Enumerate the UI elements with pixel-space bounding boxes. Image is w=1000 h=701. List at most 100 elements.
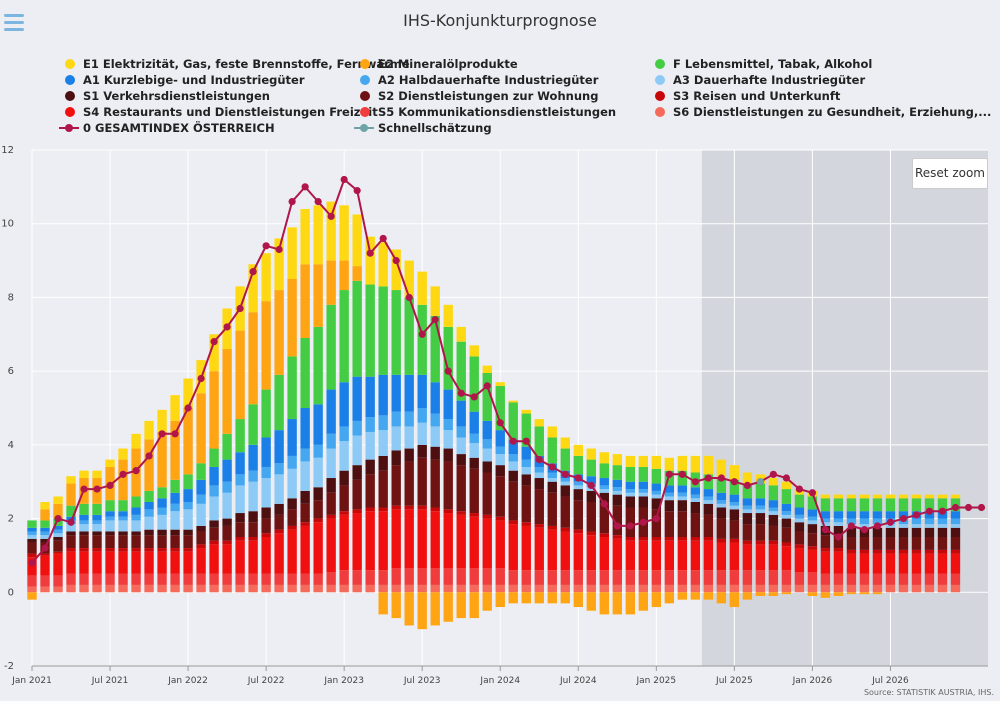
bar-segment-s6 (833, 584, 844, 593)
bar-segment-s3 (92, 548, 102, 552)
bar-segment-a1 (157, 498, 167, 508)
bar-segment-s6 (716, 584, 727, 593)
bar-segment-s2 (378, 470, 388, 508)
bar-segment-s3 (469, 513, 479, 517)
bar-segment-a2 (157, 507, 167, 515)
bar-segment-f (651, 468, 662, 484)
bar-segment-s6 (638, 584, 649, 593)
bar-segment-s3 (339, 511, 349, 515)
bar-segment-s3 (274, 529, 284, 534)
bar-segment-s6 (885, 584, 896, 593)
bar-segment-a3 (924, 524, 935, 528)
bar-segment-a2 (417, 408, 427, 423)
bar-segment-a2 (443, 419, 453, 431)
bar-segment-a1 (404, 374, 414, 412)
legend-label: S4 Restaurants und Dienstleistungen Frei… (83, 105, 378, 119)
reset-zoom-button[interactable]: Reset zoom (912, 158, 988, 189)
bar-segment-e1 (469, 345, 479, 357)
bar-segment-s3 (664, 537, 675, 541)
bar-segment-a3 (638, 492, 649, 497)
bar-segment-s3 (417, 505, 427, 510)
bar-segment-s2 (430, 459, 440, 508)
bar-segment-s2 (326, 492, 336, 515)
bar-segment-a3 (157, 514, 167, 530)
bar-segment-a2 (521, 459, 531, 467)
bar-segment-e2 (820, 592, 831, 598)
bar-segment-f (677, 470, 688, 486)
x-tick-label: Jan 2025 (636, 676, 677, 686)
bar-segment-s2 (742, 524, 753, 541)
bar-segment-s1 (40, 538, 50, 543)
bar-segment-s5 (495, 568, 505, 585)
bar-segment-s5 (365, 570, 375, 585)
bar-segment-s5 (911, 573, 922, 585)
bar-segment-a1 (625, 481, 635, 490)
bar-segment-e2 (573, 592, 583, 608)
bar-segment-s6 (794, 584, 805, 593)
total-index-point (496, 419, 504, 427)
bar-segment-f (820, 498, 831, 512)
bar-segment-s1 (690, 501, 701, 514)
bar-segment-s2 (625, 507, 635, 537)
bar-segment-e2 (443, 592, 453, 622)
bar-segment-s4 (755, 544, 766, 571)
bar-segment-a1 (248, 444, 258, 471)
bar-segment-s5 (378, 570, 388, 585)
bar-segment-a1 (53, 525, 63, 530)
total-index-point (93, 485, 101, 493)
bar-segment-e2 (118, 459, 128, 501)
y-tick-label: 2 (8, 514, 14, 525)
bar-segment-s3 (157, 548, 167, 552)
bar-segment-e2 (495, 592, 505, 608)
bar-segment-a3 (183, 509, 193, 530)
bar-segment-s1 (248, 511, 258, 523)
total-index-point (132, 467, 140, 475)
bar-segment-s2 (196, 531, 206, 545)
bar-segment-s3 (781, 542, 792, 547)
bar-segment-s5 (105, 573, 115, 585)
bar-segment-s6 (157, 584, 167, 593)
bar-segment-s1 (339, 470, 349, 486)
bar-segment-s4 (482, 518, 492, 569)
bar-segment-s6 (651, 584, 662, 593)
bar-segment-e1 (885, 494, 896, 499)
legend-label: A3 Dauerhafte Industriegüter (673, 73, 866, 87)
bar-segment-s5 (66, 573, 76, 585)
bar-segment-e2 (27, 592, 37, 600)
total-index-line (31, 177, 982, 564)
legend-color-swatch (65, 59, 75, 69)
bar-segment-s1 (365, 459, 375, 475)
bar-segment-a3 (703, 500, 714, 504)
bar-segment-s6 (742, 584, 753, 593)
bar-segment-e1 (430, 286, 440, 316)
bar-segment-a2 (638, 489, 649, 493)
total-index-point (678, 470, 686, 478)
bar-segment-s2 (950, 537, 961, 550)
bar-segment-s5 (950, 573, 961, 585)
bar-segment-s6 (560, 584, 570, 593)
bar-segment-s1 (586, 490, 596, 502)
menu-icon[interactable] (4, 14, 24, 32)
bar-segment-a1 (378, 374, 388, 416)
bar-segment-s2 (66, 535, 76, 549)
bar-segment-s3 (300, 522, 310, 526)
bar-segment-a3 (937, 524, 948, 528)
bar-segment-s3 (430, 507, 440, 512)
legend-color-swatch (655, 75, 665, 85)
bar-segment-a1 (235, 452, 245, 475)
bar-segment-f (482, 372, 492, 421)
bar-segment-f (638, 466, 649, 482)
bar-segment-s2 (755, 524, 766, 541)
bar-segment-s6 (443, 584, 453, 593)
bar-segment-s3 (313, 518, 323, 523)
bar-segment-a1 (118, 511, 128, 517)
bar-segment-a1 (27, 527, 37, 532)
bar-segment-s2 (469, 468, 479, 514)
bar-segment-f (794, 494, 805, 508)
bar-segment-s5 (924, 573, 935, 585)
bar-segment-s3 (391, 505, 401, 510)
y-tick-label: 12 (1, 145, 14, 156)
bar-segment-s2 (235, 522, 245, 537)
bar-segment-e2 (339, 260, 349, 291)
total-index-point (769, 470, 777, 478)
